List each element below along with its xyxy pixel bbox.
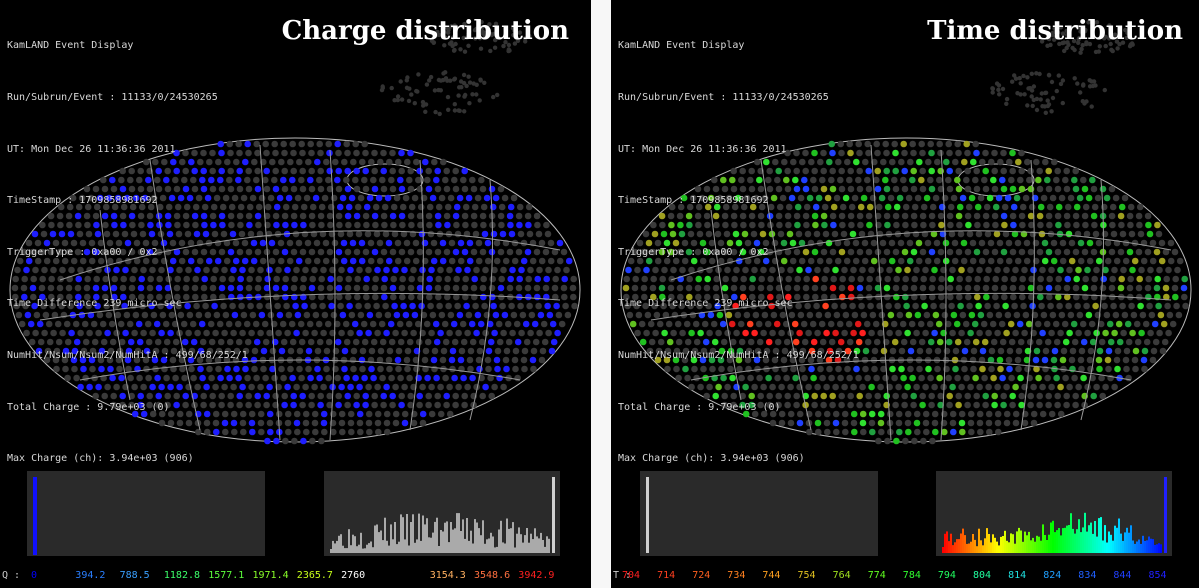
time-histogram: [936, 471, 1172, 556]
histogram-bars: [942, 477, 1167, 553]
scale-value: 764: [832, 570, 851, 581]
info-line: Max Charge (ch): 3.94e+03 (906): [618, 453, 805, 465]
charge-histogram: [324, 471, 560, 556]
scale-value: 2760: [341, 570, 366, 581]
cell-boundary-line: [650, 292, 1172, 321]
cell-boundary-line: [469, 179, 493, 421]
histogram-bars: [330, 477, 555, 553]
endcap-dots: [990, 71, 1107, 116]
scale-value: 1971.4: [252, 570, 289, 581]
info-line: Total Charge : 9.79e+03 (0): [7, 401, 170, 413]
cell-boundary-line: [409, 159, 424, 431]
event-info-text: KamLAND Event Display Run/Subrun/Event :…: [618, 3, 859, 502]
panel-title: Time distribution: [927, 16, 1183, 46]
info-line: KamLAND Event Display: [618, 40, 745, 52]
endcap-dots: [1039, 20, 1135, 55]
info-line: TriggerType : 0xa00 / 0x2: [7, 246, 158, 258]
scale-value: 714: [657, 570, 676, 581]
cell-boundary-line: [1080, 179, 1104, 421]
scale-value: 3154.3: [429, 570, 466, 581]
scale-value: 3942.9: [518, 570, 555, 581]
scale-value: 834: [1078, 570, 1097, 581]
event-info-text: KamLAND Event Display Run/Subrun/Event :…: [7, 3, 248, 502]
scale-value: 734: [727, 570, 746, 581]
info-line: UT: Mon Dec 26 11:36:36 2011: [618, 143, 787, 155]
scale-value: 394.2: [75, 570, 106, 581]
scale-value: 794: [937, 570, 956, 581]
cell-boundary-line: [1020, 159, 1035, 431]
charge-color-scale: Q : 0 394.2 788.5 1182.8 1577.1 1971.4 2365.7 2…: [2, 570, 554, 588]
scale-value: 774: [867, 570, 886, 581]
scale-value: 744: [762, 570, 781, 581]
cell-boundary-line: [329, 149, 336, 441]
info-line: TriggerType : 0xa00 / 0x2: [618, 246, 769, 258]
cell-boundary-line: [259, 144, 281, 441]
info-line: KamLAND Event Display: [7, 40, 134, 52]
time-color-scale: T : 704 714 724 734 744 754 764 774 784 794 804 814…: [613, 570, 1167, 588]
scale-label: Q :: [2, 570, 21, 581]
scale-value: 844: [1113, 570, 1132, 581]
scale-value: 0: [31, 570, 38, 581]
info-line: Time Difference 239 micro sec: [7, 298, 182, 310]
panel-title: Charge distribution: [281, 16, 569, 46]
charge-distribution-panel: KamLAND Event Display Run/Subrun/Event :…: [0, 0, 591, 588]
scale-value: 784: [902, 570, 921, 581]
info-line: UT: Mon Dec 26 11:36:36 2011: [7, 143, 176, 155]
scale-value: 2365.7: [296, 570, 333, 581]
charge-pmt-map: [9, 19, 581, 445]
scale-value: 1577.1: [208, 570, 245, 581]
scale-value: 724: [692, 570, 711, 581]
cell-boundary-line: [149, 159, 201, 431]
cell-boundary-line: [940, 149, 947, 441]
endcap-dots: [429, 19, 532, 54]
scale-label: T :: [613, 570, 632, 581]
scale-value: 704: [622, 570, 641, 581]
info-line: Run/Subrun/Event : 11133/0/24530265: [7, 92, 218, 104]
info-line: NumHit/Nsum/Nsum2/NumHitA : 499/68/252/1: [7, 350, 248, 362]
info-line: TimeStamp : 1709858981692: [618, 195, 769, 207]
info-line: TimeStamp : 1709858981692: [7, 195, 158, 207]
cell-boundary-line: [760, 159, 812, 431]
hit-histogram-left: [640, 471, 878, 556]
info-line: NumHit/Nsum/Nsum2/NumHitA : 499/68/252/1: [618, 350, 859, 362]
cell-boundary-line: [59, 230, 561, 281]
endcap-dots: [379, 70, 500, 117]
scale-value: 3548.6: [474, 570, 511, 581]
pmt-dots: [11, 140, 578, 445]
cell-boundary-line: [870, 144, 892, 441]
scale-value: 754: [797, 570, 816, 581]
panel-divider: [591, 0, 611, 588]
info-line: Total Charge : 9.79e+03 (0): [618, 401, 781, 413]
info-line: Max Charge (ch): 3.94e+03 (906): [7, 453, 194, 465]
pmt-dots: [622, 140, 1189, 445]
cell-boundary-line: [690, 359, 1132, 381]
cell-boundary-line: [670, 230, 1172, 281]
cell-boundary-line: [79, 359, 521, 381]
info-line: Time Difference 239 micro sec: [618, 298, 793, 310]
hit-histogram-left: [27, 471, 265, 556]
scale-value: 824: [1043, 570, 1062, 581]
scale-value: 804: [973, 570, 992, 581]
cell-boundary-line: [39, 292, 561, 321]
time-distribution-panel: KamLAND Event Display Run/Subrun/Event :…: [611, 0, 1199, 588]
scale-value: 814: [1008, 570, 1027, 581]
scale-value: 1182.8: [163, 570, 201, 581]
scale-value: 854: [1148, 570, 1167, 581]
cell-boundary-line: [710, 209, 742, 401]
info-line: Run/Subrun/Event : 11133/0/24530265: [618, 92, 829, 104]
time-pmt-map: [620, 20, 1192, 445]
scale-value: 788.5: [119, 570, 150, 581]
cell-boundary-line: [99, 209, 131, 401]
